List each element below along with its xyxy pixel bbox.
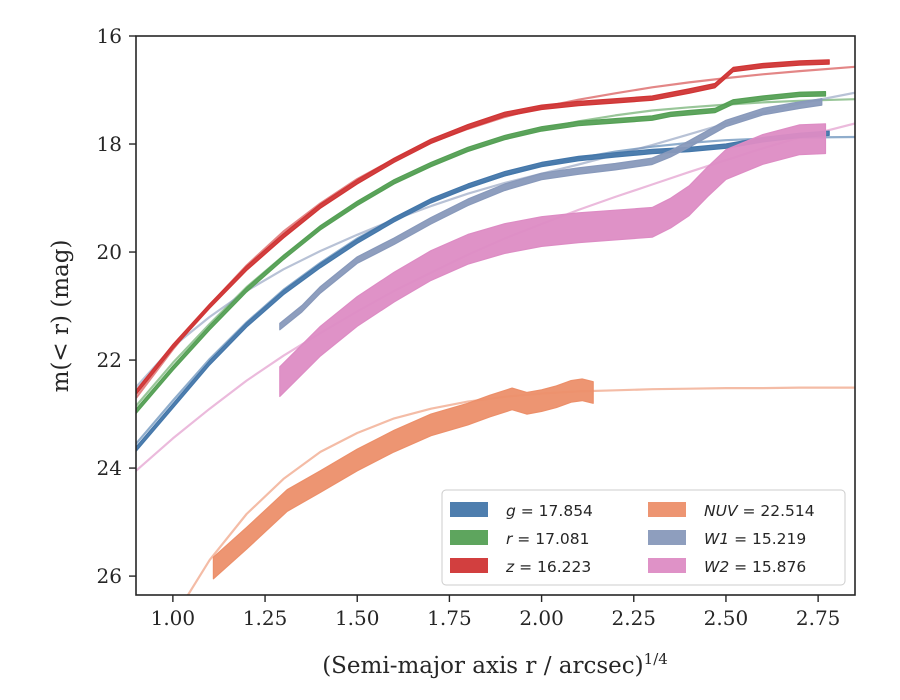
x-tick-label: 1.00 (151, 606, 196, 630)
legend: g = 17.854 r = 17.081 z = 16.223 NUV = 22.5… (441, 489, 846, 586)
x-tick-label: 2.75 (796, 606, 841, 630)
plot-frame (135, 35, 856, 596)
x-tick-label: 1.50 (335, 606, 380, 630)
x-axis-ticks: 1.00 1.25 1.50 1.75 2.00 2.25 2.50 2.75 (151, 595, 841, 630)
x-tick-label: 2.00 (519, 606, 564, 630)
y-axis-label: m(< r) (mag) (48, 240, 74, 393)
y-tick-label: 18 (97, 132, 122, 156)
data-bands (136, 59, 830, 580)
y-tick-label: 26 (97, 564, 122, 588)
legend-label-w2: W2 = 15.876 (704, 558, 806, 576)
data-band-r (136, 90, 827, 415)
data-band-z (136, 59, 830, 396)
x-tick-label: 2.25 (612, 606, 657, 630)
y-tick-label: 24 (97, 456, 122, 480)
x-tick-label: 1.25 (243, 606, 288, 630)
legend-swatch-w1 (648, 530, 686, 545)
legend-label-z: z = 16.223 (505, 558, 591, 576)
data-band-g (136, 130, 830, 452)
y-tick-label: 22 (97, 348, 122, 372)
legend-label-r: r = 17.081 (506, 530, 589, 548)
data-band-w1 (279, 98, 823, 331)
y-tick-label: 20 (97, 240, 122, 264)
legend-swatch-z (450, 558, 488, 573)
legend-label-w1: W1 = 15.219 (704, 530, 806, 548)
legend-swatch-w2 (648, 558, 686, 573)
y-tick-label: 16 (97, 24, 122, 48)
legend-swatch-nuv (648, 502, 686, 517)
legend-label-g: g = 17.854 (506, 502, 593, 520)
legend-swatch-g (450, 502, 488, 517)
data-band-nuv (212, 378, 594, 580)
x-tick-label: 2.50 (704, 606, 749, 630)
legend-label-nuv: NUV = 22.514 (704, 502, 815, 520)
data-band-w2 (279, 123, 827, 398)
y-axis-ticks: 16 18 20 22 24 26 (97, 24, 136, 588)
x-tick-label: 1.75 (427, 606, 472, 630)
legend-frame (441, 489, 846, 586)
legend-swatch-r (450, 530, 488, 545)
x-axis-label-power: 1/4 (644, 650, 668, 668)
x-axis-label: (Semi-major axis r / arcsec)1/4 (322, 650, 668, 679)
